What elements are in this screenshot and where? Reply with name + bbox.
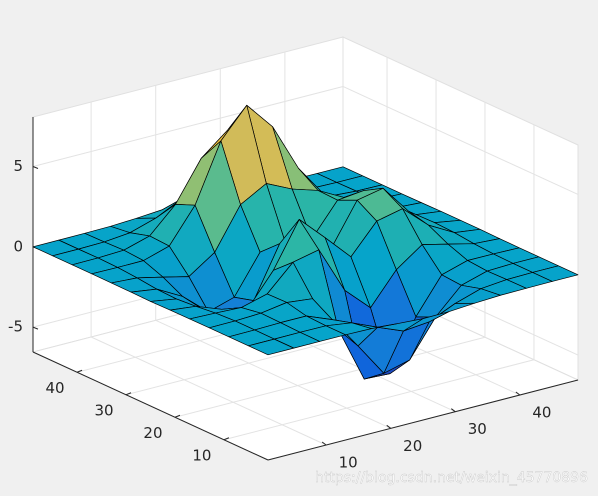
grid-line — [174, 336, 486, 418]
grid-line — [155, 319, 391, 429]
x-tick-label: 40 — [532, 404, 551, 422]
watermark: https://blog.csdn.net/weixin_45770896 — [315, 470, 588, 486]
grid-line — [223, 359, 535, 441]
tick-mark — [76, 369, 83, 373]
z-tick-label: -5 — [8, 318, 23, 336]
y-tick-label: 10 — [192, 446, 211, 464]
tick-mark — [32, 326, 39, 330]
tick-mark — [32, 166, 39, 169]
surface-face — [248, 338, 295, 356]
axis-line — [32, 351, 269, 461]
z-tick-label: 0 — [13, 237, 23, 255]
tick-mark — [386, 424, 392, 429]
y-tick-label: 40 — [46, 379, 65, 397]
grid-line — [90, 336, 327, 446]
tick-mark — [450, 408, 456, 413]
z-tick-label: 5 — [13, 157, 23, 175]
tick-mark — [223, 437, 230, 441]
y-tick-label: 30 — [94, 401, 113, 419]
x-tick-label: 30 — [468, 420, 487, 438]
grid-line — [342, 86, 579, 195]
grid-line — [32, 85, 344, 167]
axis-line — [267, 379, 579, 461]
x-tick-label: 10 — [339, 454, 358, 472]
tick-mark — [125, 392, 132, 396]
x-tick-label: 20 — [403, 437, 422, 455]
tick-mark — [174, 414, 181, 418]
tick-mark — [515, 391, 521, 396]
y-tick-label: 20 — [143, 424, 162, 442]
tick-mark — [321, 441, 327, 446]
